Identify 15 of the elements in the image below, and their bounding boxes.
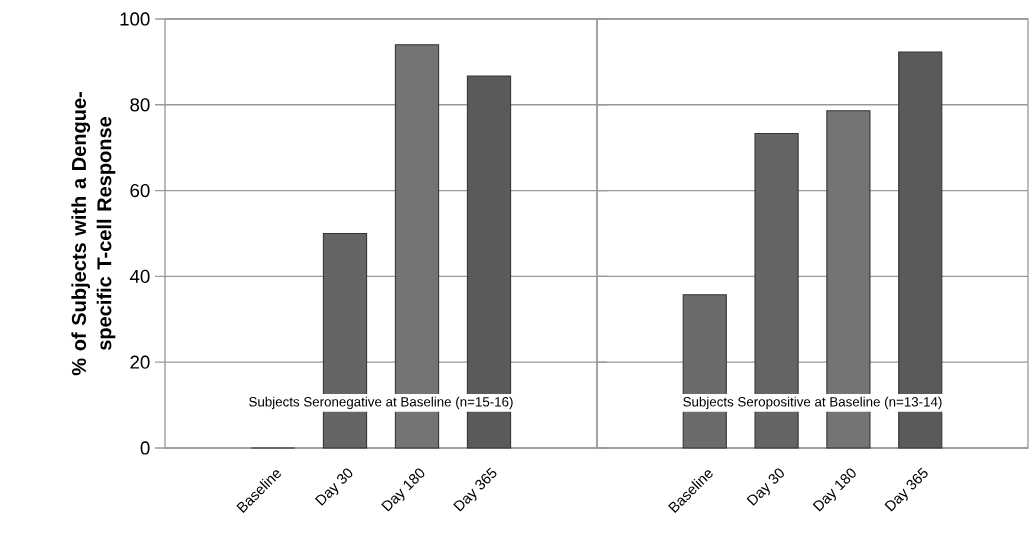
x-tick-label: Day 365 bbox=[884, 467, 928, 512]
x-tick-label: Day 30 bbox=[746, 468, 784, 506]
y-tick-label: 0 bbox=[140, 441, 150, 455]
y-tick-label: 40 bbox=[129, 269, 150, 283]
y-tick-label: 100 bbox=[120, 12, 150, 26]
y-tick-label: 20 bbox=[130, 355, 150, 369]
x-tick-label: Day 30 bbox=[315, 468, 353, 506]
annotation: Subjects Seronegative at Baseline (n=15-16) bbox=[249, 396, 513, 410]
y-axis-title: % of Subjects with a Dengue-specific T-cell Response bbox=[71, 92, 116, 376]
x-tick-label: Day 180 bbox=[381, 468, 425, 512]
annotation: Subjects Seropositive at Baseline (n=13-14) bbox=[683, 396, 942, 410]
y-tick-label: 60 bbox=[130, 183, 150, 198]
x-tick-label: Day 365 bbox=[453, 467, 497, 512]
x-tick-label: Day 180 bbox=[812, 468, 856, 512]
y-tick-label: 80 bbox=[130, 98, 150, 112]
